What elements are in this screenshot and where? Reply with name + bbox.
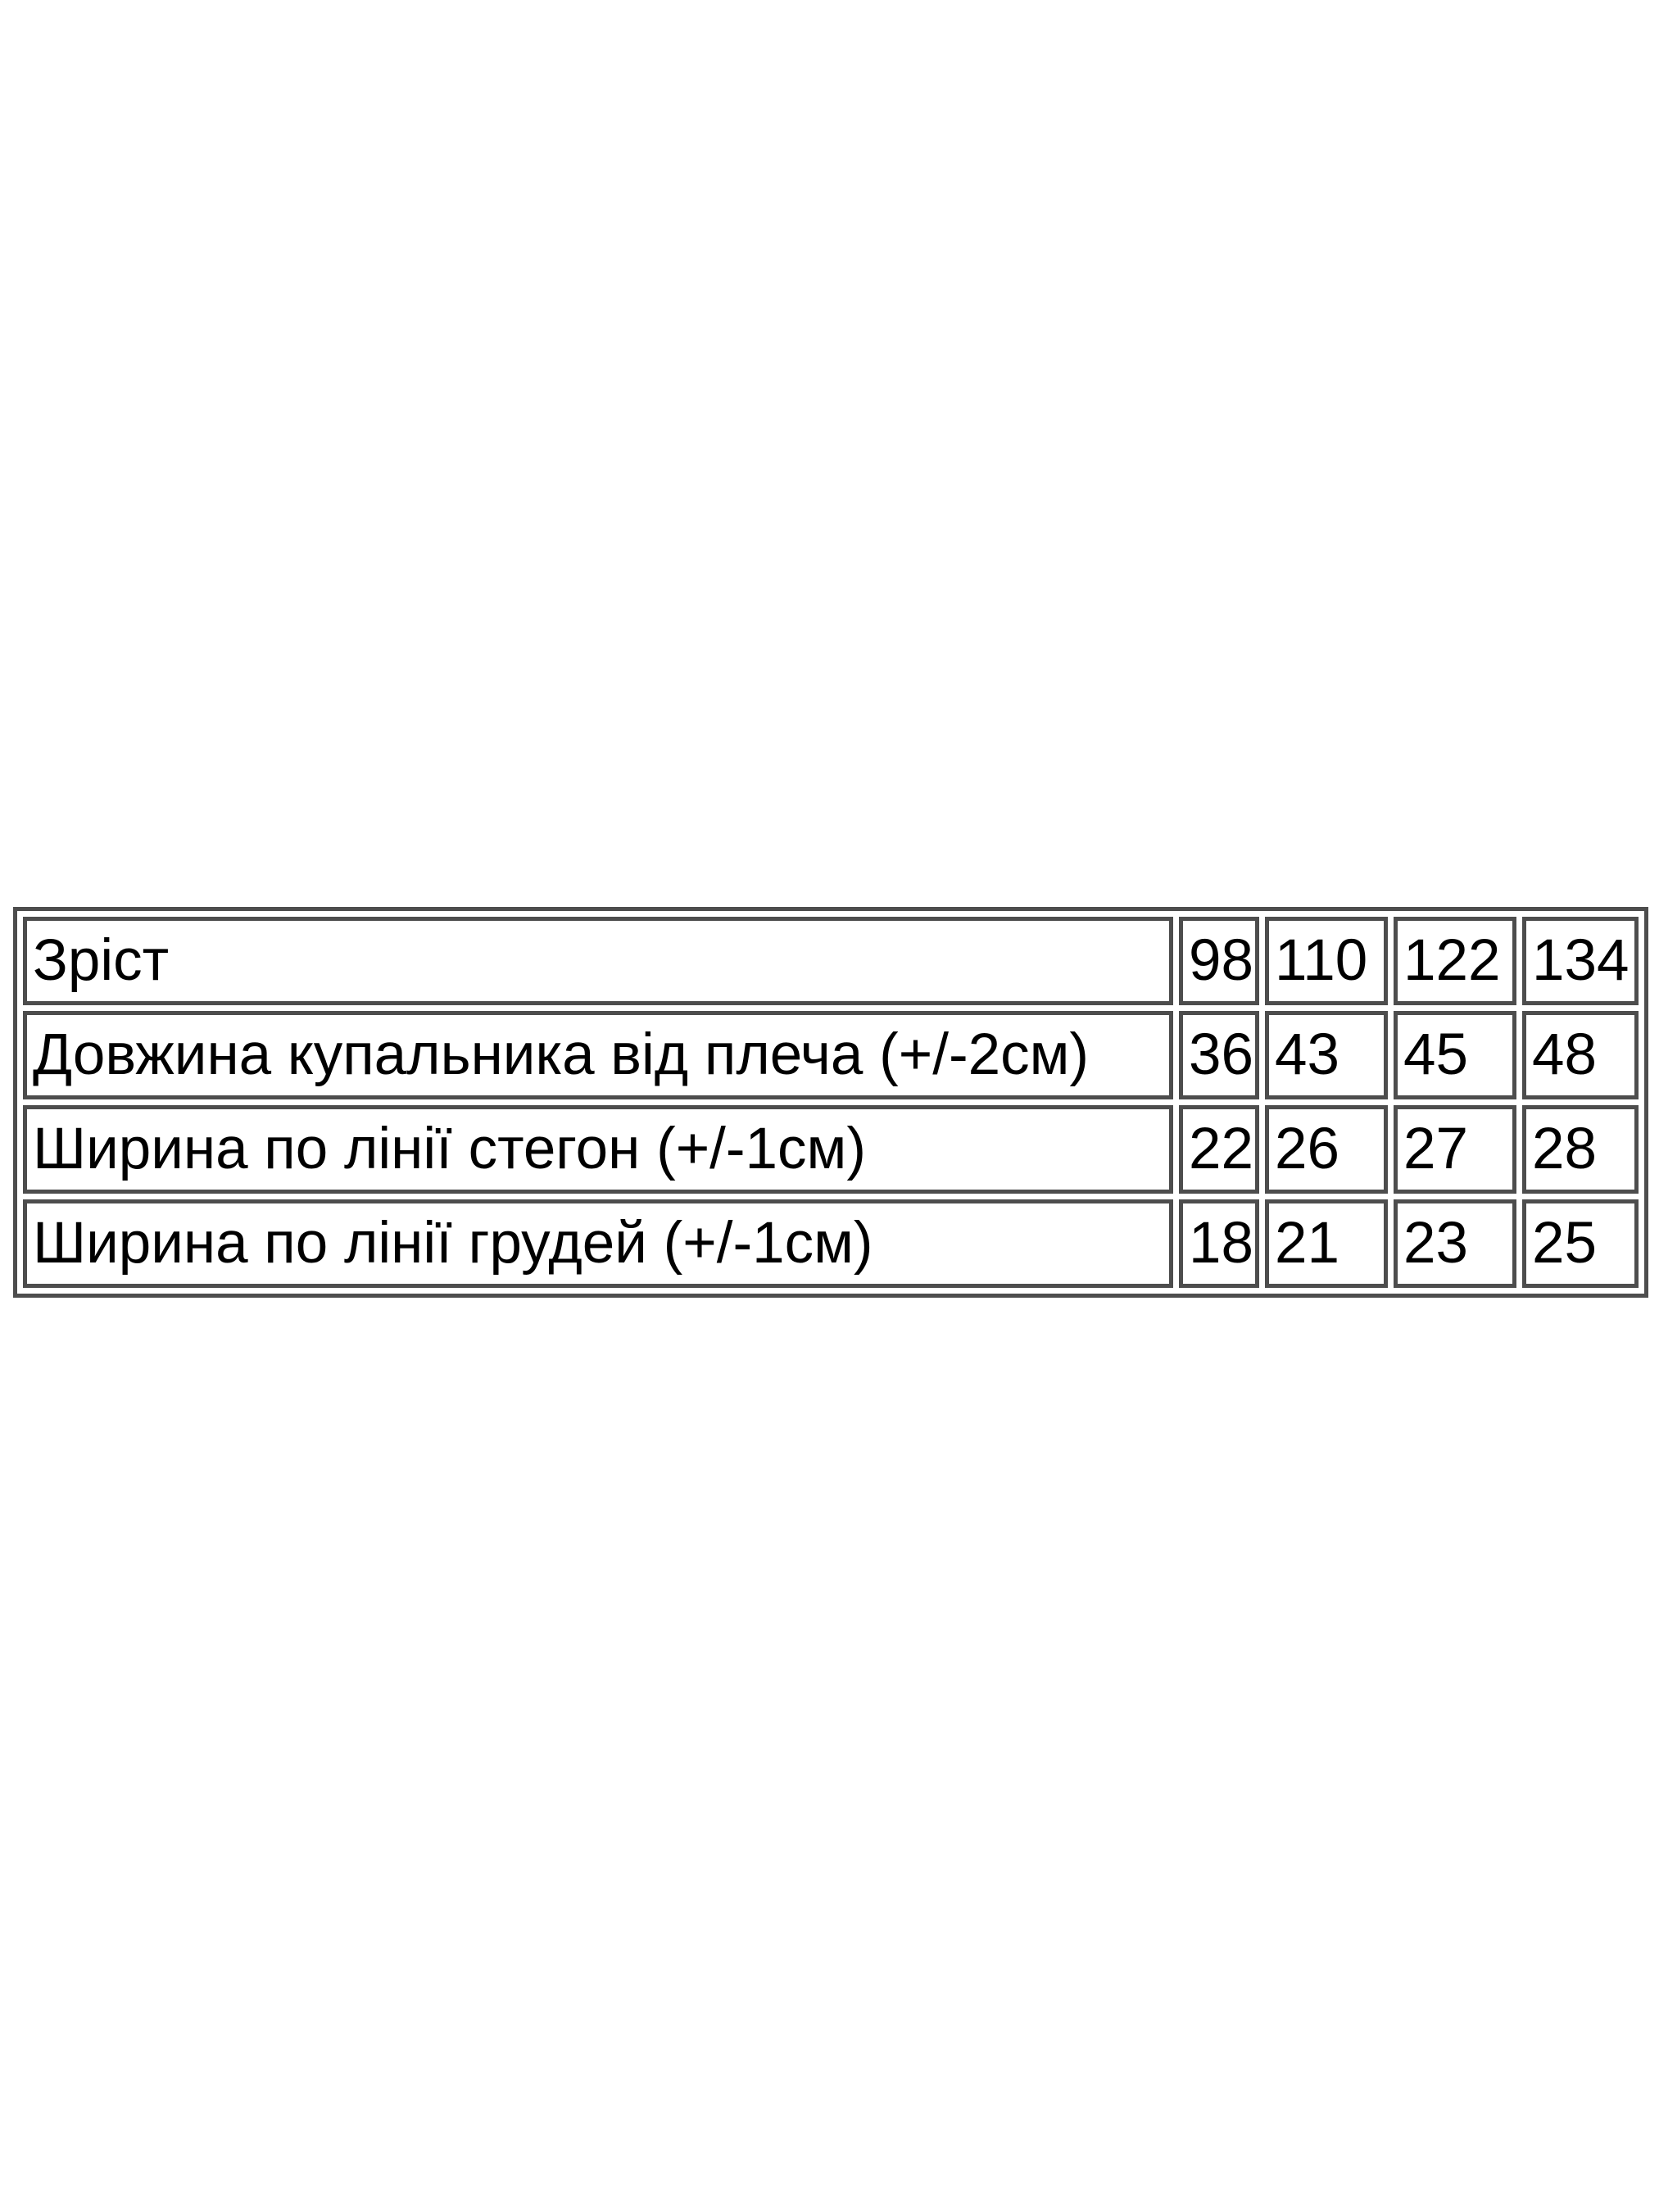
size-cell: 48 (1522, 1011, 1639, 1099)
size-cell: 122 (1394, 917, 1516, 1005)
size-cell: 36 (1179, 1011, 1259, 1099)
row-label: Ширина по лінії грудей (+/-1см) (23, 1199, 1173, 1288)
size-cell: 27 (1394, 1105, 1516, 1194)
row-label: Довжина купальника від плеча (+/-2см) (23, 1011, 1173, 1099)
size-cell: 26 (1265, 1105, 1388, 1194)
size-cell: 134 (1522, 917, 1639, 1005)
table-row: Зріст 98 110 122 134 (23, 917, 1639, 1005)
size-cell: 21 (1265, 1199, 1388, 1288)
size-cell: 43 (1265, 1011, 1388, 1099)
size-cell: 45 (1394, 1011, 1516, 1099)
size-cell: 98 (1179, 917, 1259, 1005)
size-cell: 110 (1265, 917, 1388, 1005)
row-label: Зріст (23, 917, 1173, 1005)
table-row: Ширина по лінії стегон (+/-1см) 22 26 27… (23, 1105, 1639, 1194)
size-cell: 18 (1179, 1199, 1259, 1288)
size-cell: 23 (1394, 1199, 1516, 1288)
size-cell: 22 (1179, 1105, 1259, 1194)
table-row: Довжина купальника від плеча (+/-2см) 36… (23, 1011, 1639, 1099)
size-table: Зріст 98 110 122 134 Довжина купальника … (13, 907, 1648, 1298)
table-row: Ширина по лінії грудей (+/-1см) 18 21 23… (23, 1199, 1639, 1288)
size-cell: 28 (1522, 1105, 1639, 1194)
size-cell: 25 (1522, 1199, 1639, 1288)
row-label: Ширина по лінії стегон (+/-1см) (23, 1105, 1173, 1194)
